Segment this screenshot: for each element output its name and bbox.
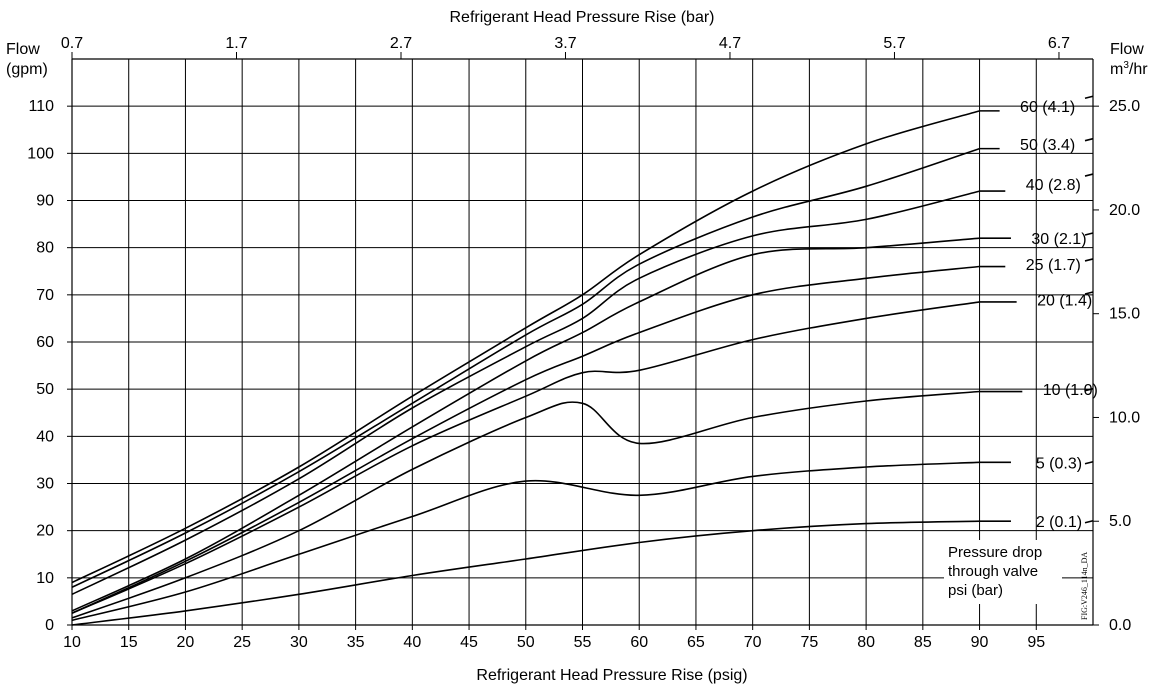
series-line xyxy=(71,265,980,614)
bottom-tick-label: 90 xyxy=(971,634,989,651)
right-axis-title-line1: Flow xyxy=(1110,41,1144,58)
labels: 10 15 20 25 30 35 40 45 50 55 60 65 70 75 80 85 90 95 Refr… xyxy=(6,9,1148,684)
bottom-tick-label: 45 xyxy=(460,634,478,651)
series-label: 25 (1.7) xyxy=(1026,257,1081,274)
top-tick-label: 6.7 xyxy=(1048,35,1070,52)
series-line xyxy=(71,110,980,584)
bottom-tick-label: 15 xyxy=(120,634,138,651)
left-tick-label: 0 xyxy=(45,617,54,634)
series-end-tick xyxy=(1084,387,1094,392)
note-pressure-drop: Pressure drop through valve psi (bar) xyxy=(944,540,1062,604)
bottom-tick-label: 85 xyxy=(914,634,932,651)
left-tick-label: 20 xyxy=(36,523,54,540)
left-axis-title-line1: Flow xyxy=(6,41,40,58)
axes xyxy=(67,52,1099,630)
left-tick-label: 40 xyxy=(36,428,54,445)
right-tick-label: 0.0 xyxy=(1109,617,1131,634)
bottom-axis-title: Refrigerant Head Pressure Rise (psig) xyxy=(476,667,747,684)
bottom-tick-label: 10 xyxy=(63,634,81,651)
series-label: 2 (0.1) xyxy=(1036,514,1082,531)
series-label: 20 (1.4) xyxy=(1037,293,1092,310)
left-tick-label: 10 xyxy=(36,570,54,587)
top-tick-label: 2.7 xyxy=(390,35,412,52)
series-line xyxy=(71,190,980,596)
left-tick-label: 60 xyxy=(36,334,54,351)
left-axis-title-line2: (gpm) xyxy=(6,61,48,78)
bottom-tick-label: 35 xyxy=(347,634,365,651)
left-tick-label: 50 xyxy=(36,381,54,398)
series-label: 40 (2.8) xyxy=(1026,177,1081,194)
series-end-tick xyxy=(1084,519,1094,524)
left-tick-label: 90 xyxy=(36,193,54,210)
right-tick-label: 25.0 xyxy=(1109,98,1140,115)
top-tick-label: 0.7 xyxy=(61,35,83,52)
bottom-tick-label: 55 xyxy=(574,634,592,651)
note-line: Pressure drop xyxy=(948,544,1042,561)
right-axis-title-line2: m3/hr xyxy=(1110,60,1148,78)
top-tick-label: 4.7 xyxy=(719,35,741,52)
series-label: 60 (4.1) xyxy=(1020,99,1075,116)
bottom-tick-label: 25 xyxy=(233,634,251,651)
series-line xyxy=(71,237,980,612)
bottom-tick-label: 95 xyxy=(1027,634,1045,651)
right-tick-label: 15.0 xyxy=(1109,306,1140,323)
right-tick-label: 20.0 xyxy=(1109,202,1140,219)
bottom-tick-label: 75 xyxy=(800,634,818,651)
bottom-tick-label: 80 xyxy=(857,634,875,651)
note-line: psi (bar) xyxy=(948,582,1003,599)
bottom-tick-label: 20 xyxy=(177,634,195,651)
series-line xyxy=(71,147,980,589)
bottom-tick-label: 60 xyxy=(630,634,648,651)
series-line xyxy=(71,301,980,614)
series-label: 30 (2.1) xyxy=(1031,231,1086,248)
series-end-tick xyxy=(1084,137,1094,142)
series-end-tick xyxy=(1084,291,1094,295)
top-tick-label: 5.7 xyxy=(883,35,905,52)
left-tick-label: 70 xyxy=(36,287,54,304)
series-end-tick xyxy=(1084,460,1094,465)
series-line xyxy=(71,390,980,619)
note-line: through valve xyxy=(948,563,1038,580)
series-end-tick xyxy=(1084,173,1094,177)
grid xyxy=(71,59,1093,626)
bottom-tick-label: 40 xyxy=(403,634,421,651)
figure-id: FIG:V246_114n_DA xyxy=(1080,552,1089,620)
series-label: 5 (0.3) xyxy=(1036,455,1082,472)
series-label: 50 (3.4) xyxy=(1020,137,1075,154)
bottom-tick-label: 30 xyxy=(290,634,308,651)
top-tick-label: 3.7 xyxy=(554,35,576,52)
right-tick-label: 5.0 xyxy=(1109,513,1131,530)
bottom-tick-label: 65 xyxy=(687,634,705,651)
series-line xyxy=(71,520,980,626)
series-lines xyxy=(71,95,1094,626)
series-end-tick xyxy=(1084,232,1094,236)
series-line xyxy=(71,461,980,622)
top-tick-label: 1.7 xyxy=(225,35,247,52)
left-tick-label: 30 xyxy=(36,476,54,493)
bottom-tick-label: 70 xyxy=(744,634,762,651)
series-label: 10 (1.0) xyxy=(1043,382,1098,399)
left-tick-label: 110 xyxy=(28,98,54,115)
series-end-tick xyxy=(1084,258,1094,262)
bottom-tick-label: 50 xyxy=(517,634,535,651)
left-tick-label: 80 xyxy=(36,240,54,257)
left-tick-label: 100 xyxy=(27,145,54,162)
right-tick-label: 10.0 xyxy=(1109,409,1140,426)
note-background xyxy=(944,540,1062,604)
series-end-tick xyxy=(1084,95,1094,100)
top-axis-title: Refrigerant Head Pressure Rise (bar) xyxy=(450,9,715,26)
